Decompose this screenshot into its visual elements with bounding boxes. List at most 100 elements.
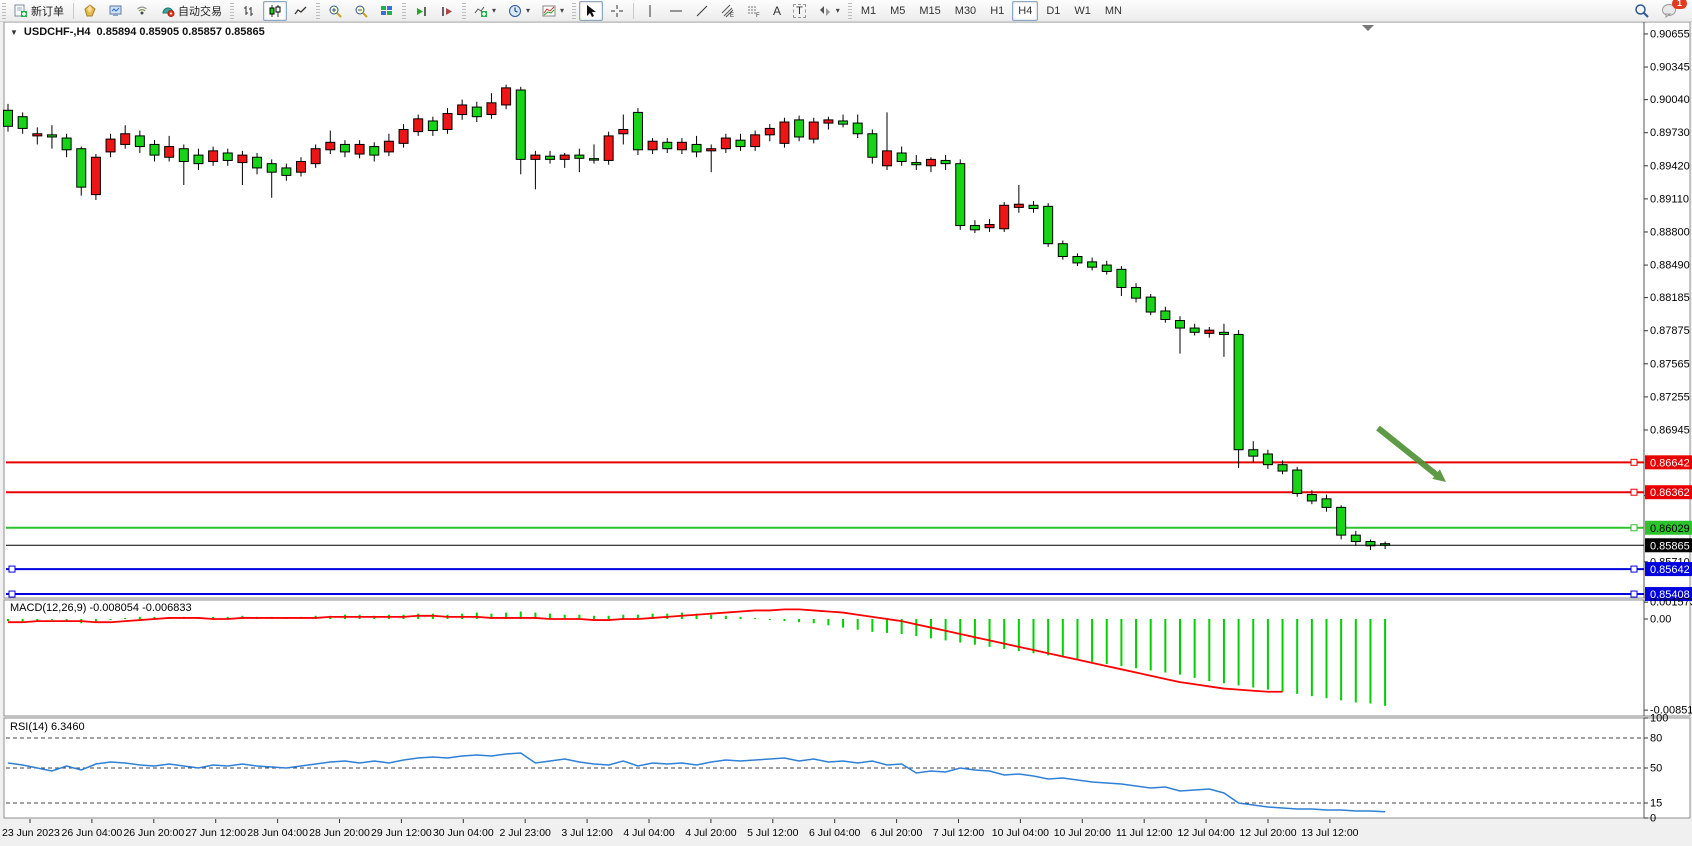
channel-sub-label: E: [730, 13, 734, 18]
candle-body: [1248, 449, 1259, 457]
candle-body: [1116, 268, 1127, 288]
fibonacci-button[interactable]: F: [742, 1, 766, 21]
cursor-arrow-icon: [584, 4, 598, 18]
candle-body: [17, 116, 28, 129]
hline-0.86642[interactable]: 0.86642: [6, 455, 1692, 470]
time-tick-label: 6 Jul 04:00: [809, 827, 861, 839]
candle-body: [1233, 333, 1244, 451]
macd-indicator: 0.001573 0.00 -0.008513 MACD(12,26,9) -0.00…: [7, 597, 1692, 717]
zoom-in-button[interactable]: [323, 1, 347, 21]
candle-body: [999, 204, 1010, 230]
chart-shift-button[interactable]: [435, 1, 459, 21]
candle-body: [1350, 534, 1361, 543]
label-tool-button[interactable]: T: [788, 1, 811, 21]
time-tick-label: 12 Jul 04:00: [1177, 827, 1234, 839]
macd-panel: [3, 599, 1691, 717]
hline-0.85408[interactable]: 0.85408: [6, 587, 1692, 602]
line-handle[interactable]: [8, 565, 16, 573]
candle-body: [1175, 320, 1185, 329]
candle-body: [90, 156, 101, 196]
price-tick-label: 0.89420: [1650, 160, 1690, 172]
line-chart-button[interactable]: [289, 1, 313, 21]
candle-body: [252, 156, 263, 169]
tile-windows-button[interactable]: [375, 1, 399, 21]
candle-body: [222, 152, 233, 161]
timeframe-button-M1[interactable]: M1: [860, 4, 877, 17]
candle-body: [486, 102, 497, 116]
candle-body: [882, 150, 892, 167]
candle-body: [296, 161, 306, 173]
terminal-icon: [109, 4, 123, 18]
terminal-button[interactable]: [104, 1, 128, 21]
zoom-out-button[interactable]: [349, 1, 373, 21]
line-handle[interactable]: [8, 590, 16, 598]
annotation-arrow[interactable]: [1376, 425, 1446, 482]
cursor-button[interactable]: [579, 0, 604, 21]
line-handle[interactable]: [1630, 458, 1638, 466]
candle-body: [1131, 286, 1142, 299]
new-order-button[interactable]: 新订单: [9, 1, 69, 21]
timeframe-button-H1[interactable]: H1: [990, 4, 1005, 17]
candle-body: [706, 148, 717, 152]
timeframe-button-MN[interactable]: MN: [1104, 4, 1122, 17]
bar-chart-button[interactable]: [237, 1, 261, 21]
horizontal-line-icon: [669, 4, 683, 18]
price-tag: [1645, 520, 1692, 535]
candle-body: [105, 138, 116, 153]
rsi-indicator: 100 80 50 15 0 RSI(14) 6.3460: [6, 713, 1668, 825]
trendline-icon: [695, 4, 709, 18]
timeframe-button-W1[interactable]: W1: [1074, 4, 1091, 17]
price-tick-label: 0.88490: [1650, 260, 1690, 272]
candle-body: [1072, 256, 1083, 264]
candle-body: [808, 121, 819, 140]
market-watch-button[interactable]: [78, 1, 102, 21]
auto-scroll-button[interactable]: [409, 1, 433, 21]
horizontal-line-button[interactable]: [664, 1, 688, 21]
equidistant-channel-button[interactable]: E: [716, 1, 740, 21]
vertical-line-button[interactable]: [638, 1, 662, 21]
level-lines: 0.86642 0.86362 0.86029 0.85642 0.85408: [6, 455, 1692, 602]
collapse-triangle-icon[interactable]: ▼: [10, 27, 18, 37]
auto-scroll-icon: [414, 4, 428, 18]
crosshair-button[interactable]: [605, 1, 629, 21]
line-handle[interactable]: [1630, 524, 1638, 532]
time-tick-label: 3 Jul 12:00: [561, 827, 613, 839]
periods-button[interactable]: ▾: [503, 1, 535, 21]
hline-0.86362[interactable]: 0.86362: [6, 485, 1692, 500]
trendline-button[interactable]: [690, 1, 714, 21]
timeframe-button-M5[interactable]: M5: [890, 4, 906, 17]
hline-0.86029[interactable]: 0.86029: [6, 520, 1692, 535]
price-tag-label: 0.86642: [1650, 457, 1690, 469]
signal-button[interactable]: [130, 1, 154, 21]
new-order-icon: [14, 4, 28, 18]
templates-button[interactable]: ▾: [537, 1, 569, 21]
candle-body: [46, 134, 57, 138]
search-button[interactable]: [1629, 1, 1654, 21]
timeframe-button-M30[interactable]: M30: [954, 4, 977, 17]
arrows-icon: [818, 4, 832, 18]
line-handle[interactable]: [1630, 488, 1638, 496]
notifications-button[interactable]: 1: [1656, 0, 1687, 21]
time-tick-label: 7 Jul 12:00: [933, 827, 985, 839]
bid-price-tag: 0.85865: [1650, 540, 1690, 552]
candle-body: [867, 133, 878, 158]
chart-shift-marker[interactable]: [1362, 25, 1374, 31]
candle-body: [1160, 310, 1171, 321]
arrows-tool-button[interactable]: ▾: [813, 1, 845, 21]
line-handle[interactable]: [1630, 590, 1638, 598]
timeframe-button-H4[interactable]: H4: [1012, 0, 1039, 21]
line-handle[interactable]: [1630, 565, 1638, 573]
chevron-down-icon: ▾: [560, 6, 565, 15]
hline-0.85642[interactable]: 0.85642: [6, 562, 1692, 577]
candlestick-chart-button[interactable]: [263, 0, 287, 21]
toolbar-grip: [572, 2, 577, 19]
candle-body: [149, 143, 160, 156]
timeframe-button-M15[interactable]: M15: [919, 4, 941, 17]
add-indicator-button[interactable]: ▾: [469, 1, 501, 21]
auto-trading-button[interactable]: 自动交易: [156, 1, 227, 21]
candle-body: [1189, 327, 1200, 333]
separator: [73, 2, 74, 19]
text-tool-button[interactable]: A: [768, 1, 786, 21]
timeframe-button-D1[interactable]: D1: [1046, 4, 1061, 17]
